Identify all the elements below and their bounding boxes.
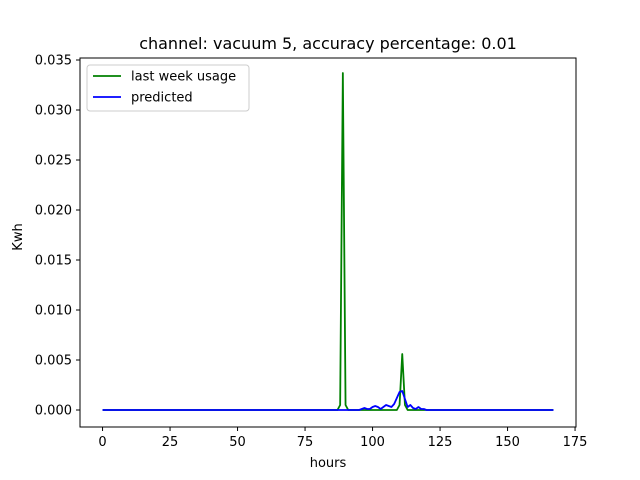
axes-frame [79, 57, 577, 428]
legend-entry: last week usage [131, 70, 236, 85]
x-tick-label: 125 [428, 435, 453, 450]
x-tick-label: 0 [98, 435, 106, 450]
y-tick-label: 0.020 [35, 204, 72, 219]
y-tick-label: 0.010 [35, 304, 72, 319]
y-tick-label: 0.000 [35, 404, 72, 419]
x-tick-label: 75 [297, 435, 314, 450]
x-tick-label: 100 [360, 435, 385, 450]
x-tick-label: 25 [162, 435, 179, 450]
legend-entry: predicted [131, 91, 193, 106]
x-tick-label: 150 [495, 435, 520, 450]
chart-title: channel: vacuum 5, accuracy percentage: … [139, 34, 517, 53]
y-tick-label: 0.005 [35, 354, 72, 369]
plot-area: 0 25 50 75 100 125 150 175 0.000 0.005 0.010 0.015 0… [35, 54, 588, 451]
series-line-last-week-usage [102, 72, 554, 411]
series-line-predicted [102, 390, 554, 411]
y-tick-label: 0.030 [35, 104, 72, 119]
x-tick-label: 50 [229, 435, 246, 450]
y-tick-label: 0.015 [35, 254, 72, 269]
x-axis-label: hours [310, 456, 347, 471]
y-axis-label: Kwh [11, 223, 26, 250]
y-tick-label: 0.025 [35, 154, 72, 169]
x-tick-label: 175 [563, 435, 588, 450]
legend-box [86, 64, 250, 112]
legend: last week usage predicted [86, 64, 250, 112]
y-tick-label: 0.035 [35, 54, 72, 69]
